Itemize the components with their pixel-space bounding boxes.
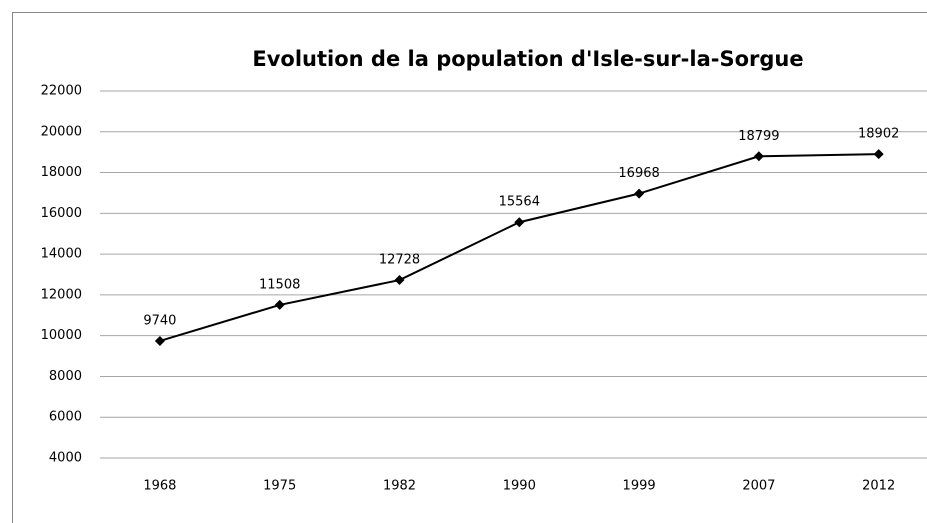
y-tick-label: 10000 xyxy=(41,328,82,343)
data-label: 12728 xyxy=(379,253,420,268)
y-tick-label: 12000 xyxy=(41,287,82,302)
y-tick-label: 16000 xyxy=(41,206,82,221)
data-point xyxy=(514,217,525,228)
data-point xyxy=(634,188,645,199)
y-tick-label: 6000 xyxy=(49,410,82,425)
y-tick-label: 8000 xyxy=(49,369,82,384)
x-tick-label: 2007 xyxy=(742,479,775,494)
series-line xyxy=(159,153,879,342)
data-label: 18799 xyxy=(738,129,779,144)
data-label: 11508 xyxy=(259,277,300,292)
data-label: 16968 xyxy=(618,166,659,181)
x-tick-label: 1975 xyxy=(263,479,296,494)
x-tick-label: 1990 xyxy=(503,479,536,494)
data-point xyxy=(394,275,405,286)
y-tick-label: 4000 xyxy=(49,451,82,466)
x-tick-label: 1968 xyxy=(143,479,176,494)
data-point xyxy=(873,149,884,160)
data-label: 18902 xyxy=(858,127,899,142)
x-tick-label: 1999 xyxy=(623,479,656,494)
y-tick-label: 22000 xyxy=(41,84,82,99)
x-tick-label: 1982 xyxy=(383,479,416,494)
data-point xyxy=(154,335,165,346)
y-tick-label: 14000 xyxy=(41,247,82,262)
data-point xyxy=(753,151,764,162)
chart-title: Evolution de la population d'Isle-sur-la… xyxy=(252,47,803,71)
y-tick-label: 20000 xyxy=(41,124,82,139)
y-tick-label: 18000 xyxy=(41,165,82,180)
x-tick-label: 2012 xyxy=(862,479,895,494)
data-point xyxy=(274,299,285,310)
data-label: 15564 xyxy=(499,195,540,210)
data-label: 9740 xyxy=(143,313,176,328)
